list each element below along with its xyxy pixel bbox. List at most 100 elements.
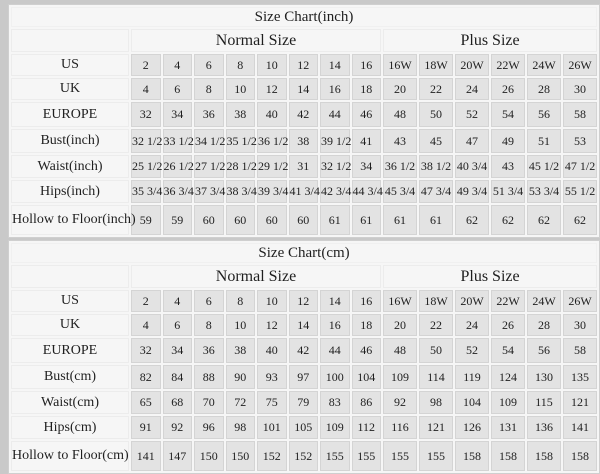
normal-size-header: Normal Size [131,29,381,52]
row-label-waist-cm: Waist(cm) [11,391,129,414]
size-cell: 18 [351,314,381,336]
table-row: Bust(cm) 82 84 88 90 93 97 100 104 109 114 119 124 13… [11,365,598,389]
table-title: Size Chart(inch) [11,7,598,27]
size-cell: 51 [527,129,561,153]
size-cell: 109 [383,365,417,389]
size-cell: 59 [131,205,161,235]
size-cell: 22 [419,314,453,336]
size-cell: 4 [162,54,192,76]
size-cell: 4 [131,78,161,100]
size-cell: 22 [419,78,453,100]
size-cell: 124 [491,365,525,389]
size-cell: 26W [563,54,598,76]
size-cell: 91 [131,416,161,439]
size-cell: 8 [225,290,255,312]
corner-cell [11,265,129,288]
table-row: US 2 4 6 8 10 12 14 16 16W 18W 20W 22W 24W 26W [11,290,598,312]
size-cell: 22W [491,54,525,76]
size-cell: 43 [491,155,525,178]
size-cell: 36 [194,102,224,127]
size-cell: 61 [383,205,417,235]
size-cell: 46 [351,338,381,363]
table-row: Waist(cm) 65 68 70 72 75 79 83 86 92 98 104 109 115 12… [11,391,598,414]
size-cell: 50 [419,102,453,127]
size-cell: 27 1/2 [194,155,225,178]
size-cell: 114 [419,365,453,389]
size-cell: 12 [257,78,287,100]
size-cell: 116 [383,416,417,439]
table-row: Hollow to Floor(cm) 141 147 150 150 152 152 155… [11,441,598,471]
size-cell: 37 3/4 [194,180,225,203]
size-cell: 14 [288,78,318,100]
size-cell: 60 [194,205,224,235]
size-cell: 155 [320,441,350,471]
size-cell: 54 [491,338,525,363]
size-cell: 98 [419,391,453,414]
size-cell: 59 [162,205,192,235]
size-cell: 109 [320,416,350,439]
size-cell: 10 [225,314,255,336]
size-cell: 84 [162,365,192,389]
size-cell: 109 [491,391,525,414]
table-title: Size Chart(cm) [11,243,598,263]
size-cell: 158 [563,441,598,471]
size-cell: 32 1/2 [131,129,162,153]
size-cell: 56 [527,338,561,363]
plus-size-header: Plus Size [383,265,598,288]
size-cell: 6 [162,78,192,100]
size-cell: 158 [455,441,489,471]
size-cell: 115 [527,391,561,414]
size-cell: 36 1/2 [257,129,288,153]
size-cell: 48 [383,338,417,363]
size-chart-inch-section: Size Chart(inch) Normal Size Plus Size US 2 4… [8,4,600,238]
size-cell: 16 [351,290,381,312]
row-label-bust-inch: Bust(inch) [11,129,129,153]
size-cell: 35 3/4 [131,180,162,203]
size-cell: 92 [383,391,417,414]
size-cell: 48 [383,102,417,127]
table-row: Hollow to Floor(inch) 59 59 60 60 60 60 61 61 61 6… [11,205,598,235]
size-cell: 40 [257,102,287,127]
size-cell: 44 [320,102,350,127]
size-cell: 41 3/4 [288,180,320,203]
size-cell: 141 [563,416,598,439]
size-cell: 98 [225,416,255,439]
size-cell: 97 [288,365,318,389]
size-cell: 88 [194,365,224,389]
size-cell: 150 [194,441,224,471]
size-cell: 155 [383,441,417,471]
row-label-europe: EUROPE [11,338,129,363]
size-cell: 54 [491,102,525,127]
size-cell: 60 [257,205,287,235]
size-cell: 79 [288,391,318,414]
size-cell: 136 [527,416,561,439]
size-cell: 41 [351,129,381,153]
size-cell: 25 1/2 [131,155,162,178]
size-cell: 38 1/2 [419,155,453,178]
size-cell: 61 [419,205,453,235]
table-row: Hips(inch) 35 3/4 36 3/4 37 3/4 38 3/4 39 3/4… [11,180,598,203]
size-cell: 26 [491,78,525,100]
size-cell: 30 [563,314,598,336]
size-cell: 36 3/4 [162,180,194,203]
size-cell: 6 [194,54,224,76]
size-cell: 45 [419,129,453,153]
plus-size-header: Plus Size [383,29,598,52]
size-cell: 24 [455,78,489,100]
table-row: EUROPE 32 34 36 38 40 42 44 46 48 50 52 54 56 58 [11,102,598,127]
size-cell: 104 [455,391,489,414]
size-cell: 104 [351,365,381,389]
size-cell: 52 [455,338,489,363]
size-cell: 20 [383,78,417,100]
size-cell: 16 [320,78,350,100]
row-label-waist-inch: Waist(inch) [11,155,129,178]
row-label-hips-inch: Hips(inch) [11,180,129,203]
size-cell: 55 1/2 [563,180,598,203]
size-cell: 152 [288,441,318,471]
size-cell: 2 [131,54,161,76]
size-cell: 61 [351,205,381,235]
size-cell: 92 [162,416,192,439]
size-cell: 53 3/4 [527,180,561,203]
size-cell: 2 [131,290,161,312]
row-label-uk: UK [11,78,129,100]
